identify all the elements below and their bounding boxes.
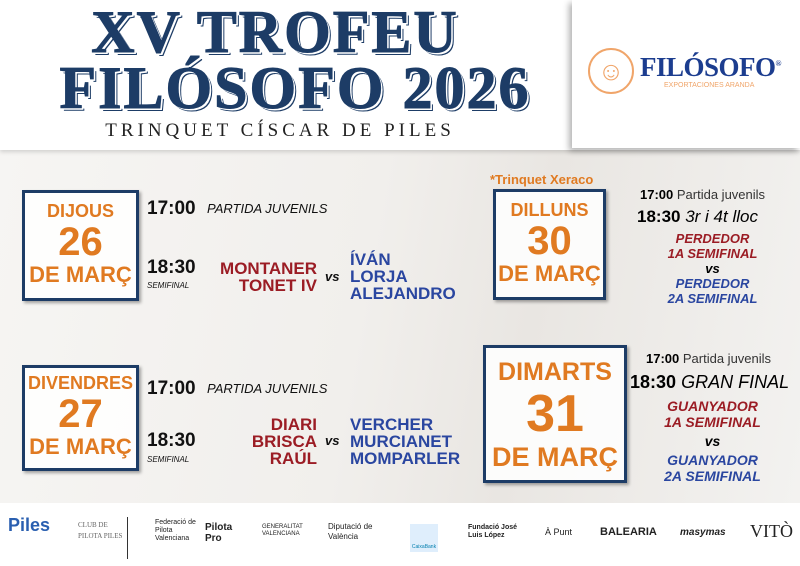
player: VERCHER <box>350 415 434 434</box>
logo-masymas: masymas <box>680 527 726 538</box>
round-label: SEMIFINAL <box>147 281 190 290</box>
match-label: Partida juvenils <box>682 351 772 366</box>
team-blue: 2A SEMIFINAL <box>664 468 761 484</box>
player: TONET IV <box>238 276 317 295</box>
schedule-line-1: 17:00 Partida juvenils <box>640 187 765 202</box>
matchup: GUANYADOR 1A SEMIFINAL vs GUANYADOR 2A S… <box>640 398 785 484</box>
match-label: Partida juvenils <box>676 187 766 202</box>
schedule-line-2: 18:30 3r i 4t lloc <box>637 207 758 227</box>
team-red: 1A SEMIFINAL <box>664 414 761 430</box>
schedule-line-2: 18:30 GRAN FINAL <box>630 372 789 393</box>
player: MURCIANET <box>350 432 452 451</box>
logo-piles: Piles <box>8 515 51 535</box>
logo-pilota-pro: Pilota Pro <box>205 522 233 544</box>
weekday: DIJOUS <box>46 201 115 221</box>
team-red: 1A SEMIFINAL <box>667 246 758 261</box>
subtitle: TRINQUET CÍSCAR DE PILES <box>105 120 455 141</box>
logo-caixabank: CaixaBank <box>410 524 438 552</box>
date-box-dimarts: DIMARTS 31 DE MARÇ <box>483 345 627 483</box>
footer-logos <box>0 503 800 566</box>
team-blue: ÍVÁN LORJA ALEJANDRO <box>350 251 456 302</box>
player: BRISCA <box>251 432 317 451</box>
month: DE MARÇ <box>29 262 132 287</box>
time: 17:00 <box>646 351 680 366</box>
logo-fundacio: Fundació José Luis López <box>468 524 518 539</box>
time: 17:00 <box>147 198 196 219</box>
time: 18:30 <box>637 207 681 226</box>
player: ALEJANDRO <box>350 284 456 303</box>
date-box-dilluns: DILLUNS 30 DE MARÇ <box>493 189 606 300</box>
sponsor-name-text: FILÓSOFO <box>640 52 776 82</box>
player: DIARI <box>270 415 317 434</box>
sponsor-name: FILÓSOFO® <box>640 52 782 83</box>
philosopher-head-icon: ☺ <box>588 48 634 94</box>
vs-label: vs <box>705 261 720 276</box>
player: LORJA <box>350 267 408 286</box>
weekday: DIMARTS <box>498 358 612 386</box>
match-label: 3r i 4t lloc <box>685 207 758 226</box>
time: 18:30 <box>630 372 677 392</box>
team-blue: PERDEDOR <box>675 276 750 291</box>
match-label: PARTIDA JUVENILS <box>207 201 328 216</box>
player: RAÚL <box>269 449 317 468</box>
title-line-2: FILÓSOFO 2026 <box>59 55 531 121</box>
day-number: 26 <box>58 220 103 264</box>
player: ÍVÁN <box>350 250 391 269</box>
team-red: PERDEDOR <box>675 231 750 246</box>
schedule-line-1: 17:00 Partida juvenils <box>646 351 771 366</box>
matchup: PERDEDOR 1A SEMIFINAL vs PERDEDOR 2A SEM… <box>640 231 785 306</box>
logo-club-pilota: CLUB DE PILOTA PILES <box>78 521 123 540</box>
month: DE MARÇ <box>492 442 618 472</box>
vs-label: vs <box>325 269 340 284</box>
team-red: GUANYADOR <box>667 398 758 414</box>
venue-note: *Trinquet Xeraco <box>490 172 594 187</box>
player: MOMPARLER <box>350 449 461 468</box>
team-blue: GUANYADOR <box>667 452 758 468</box>
logo-diputacio: Diputació de València <box>328 522 373 541</box>
logo-vito: VITÒ <box>750 521 793 541</box>
player: MONTANER <box>220 259 317 278</box>
match-label: PARTIDA JUVENILS <box>207 381 328 396</box>
time: 17:00 <box>640 187 674 202</box>
time: 18:30 <box>147 257 196 278</box>
day-number: 31 <box>526 385 584 443</box>
day-number: 30 <box>527 219 572 263</box>
round-label: SEMIFINAL <box>147 455 190 464</box>
weekday: DILLUNS <box>510 200 589 220</box>
month: DE MARÇ <box>29 434 132 459</box>
match-label: GRAN FINAL <box>681 372 790 392</box>
logo-a-punt: À Punt <box>545 527 573 537</box>
day-number: 27 <box>58 392 103 436</box>
vs-label: vs <box>704 433 721 449</box>
title-line-1: XV TROFEU <box>91 0 459 65</box>
date-box-divendres: DIVENDRES 27 DE MARÇ <box>22 365 139 471</box>
sponsor-tagline: EXPORTACIONES ARANDA <box>664 82 755 89</box>
time: 17:00 <box>147 378 196 399</box>
logo-generalitat: GENERALITAT VALENCIANA <box>262 524 303 537</box>
registered-mark: ® <box>775 59 782 68</box>
logo-balearia: BALEARIA <box>600 526 657 538</box>
team-blue: VERCHER MURCIANET MOMPARLER <box>350 416 460 467</box>
month: DE MARÇ <box>498 261 601 286</box>
team-blue: 2A SEMIFINAL <box>667 291 758 306</box>
team-red: MONTANER TONET IV <box>200 260 317 294</box>
vs-label: vs <box>325 433 340 448</box>
team-red: DIARI BRISCA RAÚL <box>200 416 317 467</box>
date-box-dijous: DIJOUS 26 DE MARÇ <box>22 190 139 301</box>
divider <box>127 517 128 559</box>
time: 18:30 <box>147 430 196 451</box>
weekday: DIVENDRES <box>27 373 134 393</box>
logo-federacio: Federació de Pilota Valenciana <box>155 519 196 542</box>
